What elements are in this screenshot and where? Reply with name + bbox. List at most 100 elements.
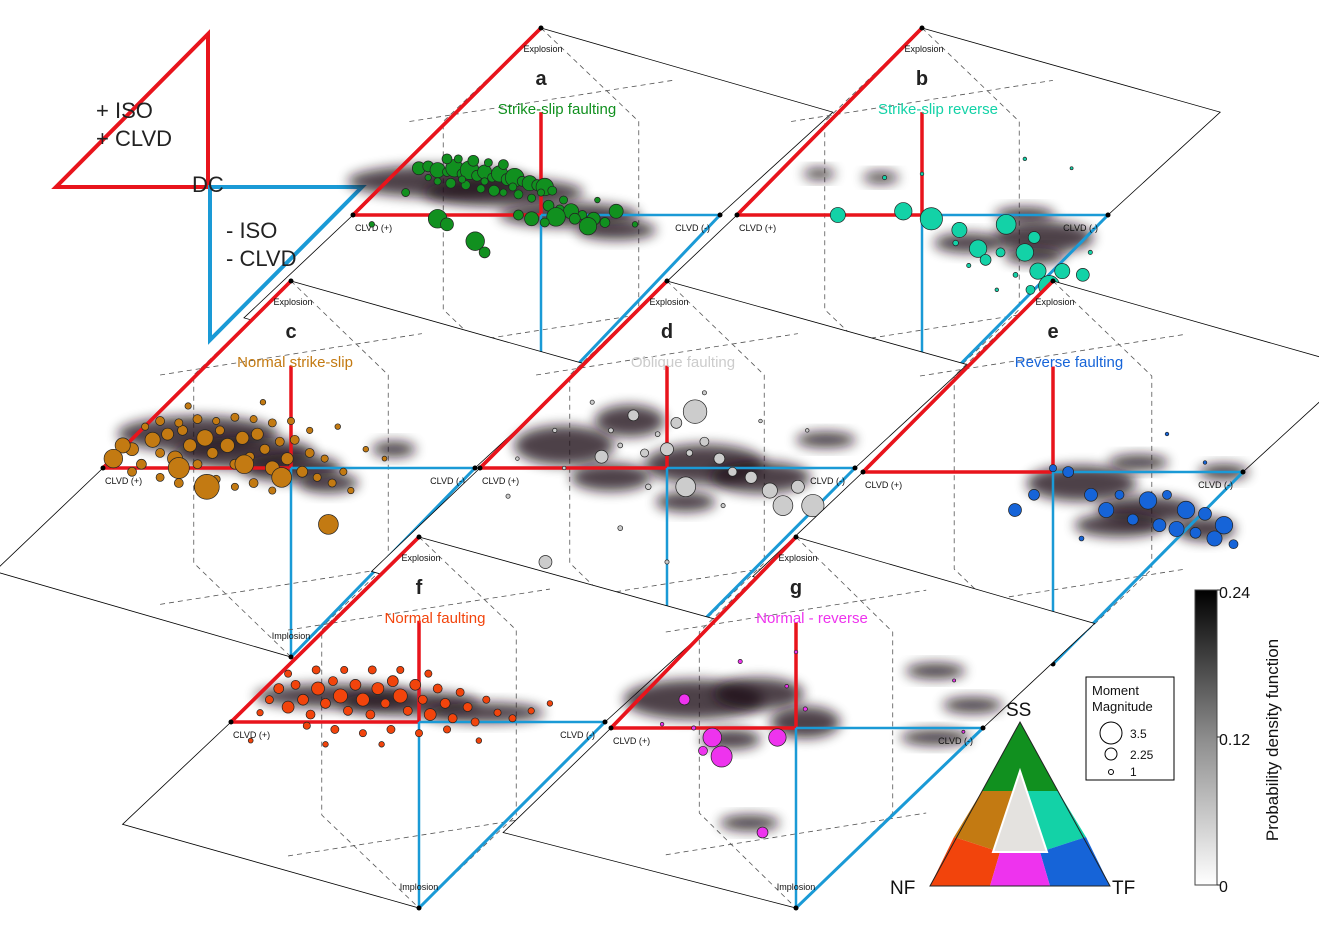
- data-point: [670, 417, 683, 429]
- data-point: [458, 175, 467, 184]
- panels-layer: Explosion Implosion CLVD (+) CLVD (-) a Strik…: [0, 25, 1319, 911]
- data-point: [136, 458, 147, 470]
- data-point: [402, 705, 413, 716]
- vertex-label-implosion: Implosion: [777, 882, 816, 892]
- data-point: [699, 436, 710, 447]
- vertex-label-explosion: Explosion: [649, 297, 688, 307]
- data-point: [415, 729, 423, 738]
- density-blob: [1108, 454, 1169, 471]
- data-point: [453, 154, 463, 164]
- data-point: [334, 423, 341, 430]
- panel-letter: c: [285, 321, 296, 343]
- data-point: [220, 438, 235, 453]
- positive-edge: [478, 279, 669, 470]
- data-point: [248, 478, 259, 488]
- magnitude-legend-title-1: Moment: [1092, 683, 1139, 698]
- density-blob: [371, 441, 416, 458]
- magnitude-legend-title-2: Magnitude: [1092, 699, 1153, 714]
- data-point: [365, 709, 376, 720]
- data-point: [617, 442, 624, 449]
- positive-edge: [101, 279, 293, 470]
- panel-f: Explosion Implosion CLVD (+) CLVD (-) f Norma…: [121, 534, 719, 911]
- fault-label-ss: SS: [1006, 700, 1031, 721]
- data-point: [296, 465, 309, 478]
- data-point: [367, 665, 377, 675]
- positive-edge: [861, 279, 1055, 474]
- density-blob: [719, 815, 780, 831]
- vertex-dot: [477, 465, 483, 471]
- negative-key-triangle: [208, 185, 367, 345]
- vertex-label-explosion: Explosion: [1035, 297, 1074, 307]
- data-point: [640, 448, 649, 458]
- vertex-dot: [1050, 278, 1056, 284]
- data-point: [284, 669, 293, 678]
- panel-title: Reverse faulting: [1015, 354, 1123, 371]
- density-blob: [900, 729, 971, 746]
- data-point: [538, 555, 553, 569]
- data-point: [608, 203, 624, 219]
- vertex-label-clvd-pos: CLVD (+): [482, 476, 519, 486]
- data-point: [368, 221, 375, 228]
- data-point: [305, 709, 316, 720]
- data-point: [155, 416, 165, 426]
- density-blob: [1004, 248, 1065, 265]
- data-point: [327, 478, 337, 488]
- panel-letter: d: [661, 321, 673, 343]
- data-point: [524, 211, 539, 227]
- data-point: [952, 239, 959, 247]
- vertex-label-clvd-pos: CLVD (+): [233, 730, 270, 740]
- data-point: [141, 422, 150, 431]
- data-point: [1138, 491, 1158, 510]
- magnitude-legend-label-medium: 2.25: [1130, 748, 1154, 762]
- data-point: [478, 246, 491, 259]
- key-minus-iso: - ISO: [226, 218, 277, 243]
- colorbar-tick-min: 0: [1219, 879, 1228, 896]
- data-point: [539, 217, 550, 228]
- data-point: [493, 708, 502, 717]
- negative-edge: [417, 720, 607, 910]
- magnitude-legend: Moment Magnitude 3.5 2.25 1: [1085, 676, 1175, 781]
- data-point: [698, 745, 708, 756]
- data-point: [161, 427, 174, 441]
- data-point: [333, 688, 348, 704]
- data-point: [482, 695, 491, 704]
- data-point: [682, 399, 708, 424]
- vertex-dot: [734, 212, 740, 218]
- panel-dashed-line: [536, 333, 798, 376]
- fault-label-nf: NF: [890, 878, 915, 899]
- data-point: [356, 692, 370, 707]
- data-point: [594, 449, 609, 464]
- magnitude-legend-label-large: 3.5: [1130, 727, 1147, 741]
- fault-type-triangle: SS NF TF: [890, 700, 1135, 899]
- data-point: [371, 682, 385, 695]
- data-point: [784, 684, 789, 689]
- vertex-label-clvd-pos: CLVD (+): [613, 736, 650, 746]
- fault-triangle-outline: [929, 720, 1111, 887]
- data-point: [720, 503, 726, 509]
- data-point: [594, 196, 601, 204]
- data-point: [265, 695, 274, 705]
- data-point: [546, 207, 566, 227]
- data-point: [343, 705, 353, 716]
- data-point: [155, 473, 165, 482]
- vertex-dot: [350, 212, 356, 218]
- vertex-dot: [1240, 469, 1246, 475]
- data-point: [995, 247, 1006, 258]
- iso-clvd-key: + ISO + CLVD DC - ISO - CLVD: [51, 29, 367, 345]
- data-point: [173, 478, 184, 488]
- vertex-dot: [228, 719, 234, 725]
- density-blob: [570, 463, 651, 492]
- density-blob: [655, 491, 716, 512]
- data-point: [302, 721, 311, 730]
- key-plus-iso: + ISO: [96, 98, 153, 123]
- data-point: [480, 177, 489, 186]
- data-point: [192, 459, 203, 470]
- magnitude-legend-marker-medium: [1104, 747, 1118, 761]
- data-point: [322, 741, 329, 748]
- data-point: [617, 525, 624, 531]
- panel-dashed-line: [791, 79, 1053, 122]
- data-point: [483, 158, 493, 168]
- data-point: [995, 214, 1017, 235]
- panel-title: Normal - reverse: [756, 610, 868, 627]
- magnitude-legend-marker-small: [1108, 769, 1114, 775]
